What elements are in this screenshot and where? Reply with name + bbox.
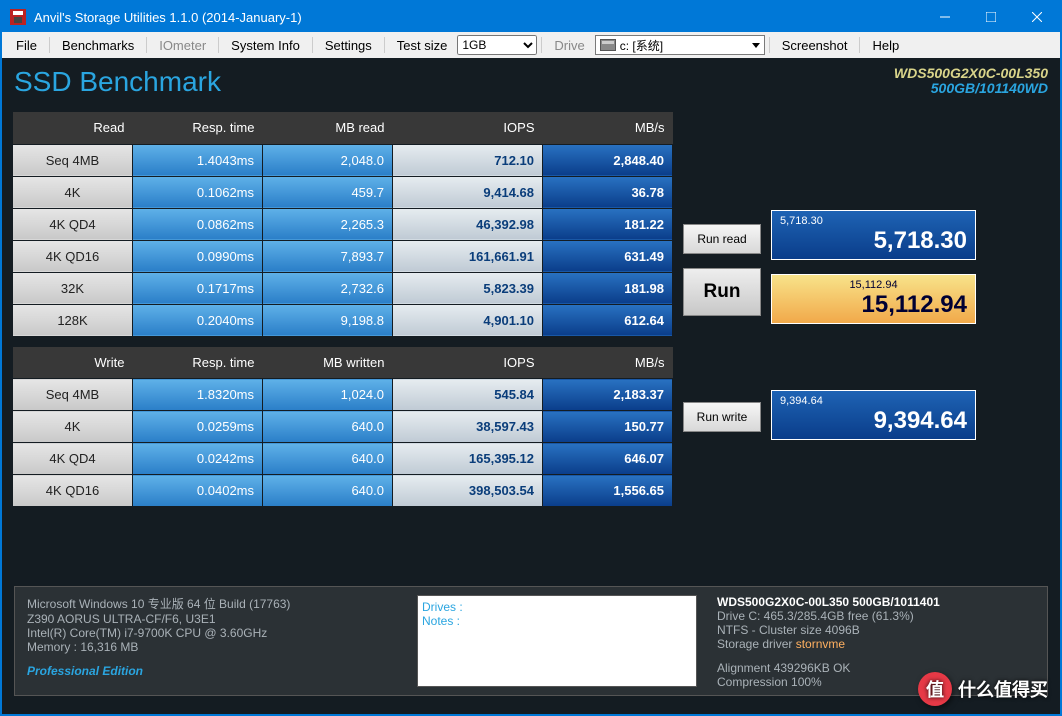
table-row: 4K QD16 0.0402ms 640.0 398,503.54 1,556.… (13, 475, 673, 507)
menu-screenshot[interactable]: Screenshot (774, 35, 856, 56)
menu-file[interactable]: File (8, 35, 45, 56)
table-row: 4K 0.1062ms 459.7 9,414.68 36.78 (13, 176, 673, 208)
menu-iometer[interactable]: IOmeter (151, 35, 214, 56)
watermark: 值 什么值得买 (918, 672, 1048, 706)
page-title: SSD Benchmark (14, 66, 221, 98)
window-title: Anvil's Storage Utilities 1.1.0 (2014-Ja… (34, 10, 922, 25)
table-row: 32K 0.1717ms 2,732.6 5,823.39 181.98 (13, 272, 673, 304)
drive-select[interactable]: c: [系统] (595, 35, 765, 55)
run-read-button[interactable]: Run read (683, 224, 761, 254)
label-testsize: Test size (389, 35, 456, 56)
table-row: 4K QD16 0.0990ms 7,893.7 161,661.91 631.… (13, 240, 673, 272)
table-row: 4K 0.0259ms 640.0 38,597.43 150.77 (13, 411, 673, 443)
label-drive: Drive (546, 35, 592, 56)
close-button[interactable] (1014, 2, 1060, 32)
table-row: Seq 4MB 1.8320ms 1,024.0 545.84 2,183.37 (13, 379, 673, 411)
menubar: File Benchmarks IOmeter System Info Sett… (2, 32, 1060, 58)
read-score: 5,718.30 5,718.30 (771, 210, 976, 260)
maximize-button[interactable] (968, 2, 1014, 32)
menu-systeminfo[interactable]: System Info (223, 35, 308, 56)
menu-help[interactable]: Help (864, 35, 907, 56)
app-icon (10, 9, 26, 25)
run-write-button[interactable]: Run write (683, 402, 761, 432)
minimize-button[interactable] (922, 2, 968, 32)
table-row: Seq 4MB 1.4043ms 2,048.0 712.10 2,848.40 (13, 144, 673, 176)
write-table: Write Resp. time MB written IOPS MB/s Se… (12, 347, 673, 508)
write-score: 9,394.64 9,394.64 (771, 390, 976, 440)
read-table: Read Resp. time MB read IOPS MB/s Seq 4M… (12, 112, 673, 337)
menu-benchmarks[interactable]: Benchmarks (54, 35, 142, 56)
notes-box: Drives : Notes : (417, 595, 697, 687)
drive-icon (600, 39, 616, 51)
table-row: 4K QD4 0.0862ms 2,265.3 46,392.98 181.22 (13, 208, 673, 240)
total-score: 15,112.94 15,112.94 (771, 274, 976, 324)
menu-settings[interactable]: Settings (317, 35, 380, 56)
table-row: 4K QD4 0.0242ms 640.0 165,395.12 646.07 (13, 443, 673, 475)
device-info: WDS500G2X0C-00L350 500GB/101140WD (894, 66, 1048, 97)
table-row: 128K 0.2040ms 9,198.8 4,901.10 612.64 (13, 304, 673, 336)
footer: Microsoft Windows 10 专业版 64 位 Build (177… (14, 586, 1048, 696)
testsize-select[interactable]: 1GB (457, 35, 537, 55)
titlebar: Anvil's Storage Utilities 1.1.0 (2014-Ja… (2, 2, 1060, 32)
run-button[interactable]: Run (683, 268, 761, 316)
